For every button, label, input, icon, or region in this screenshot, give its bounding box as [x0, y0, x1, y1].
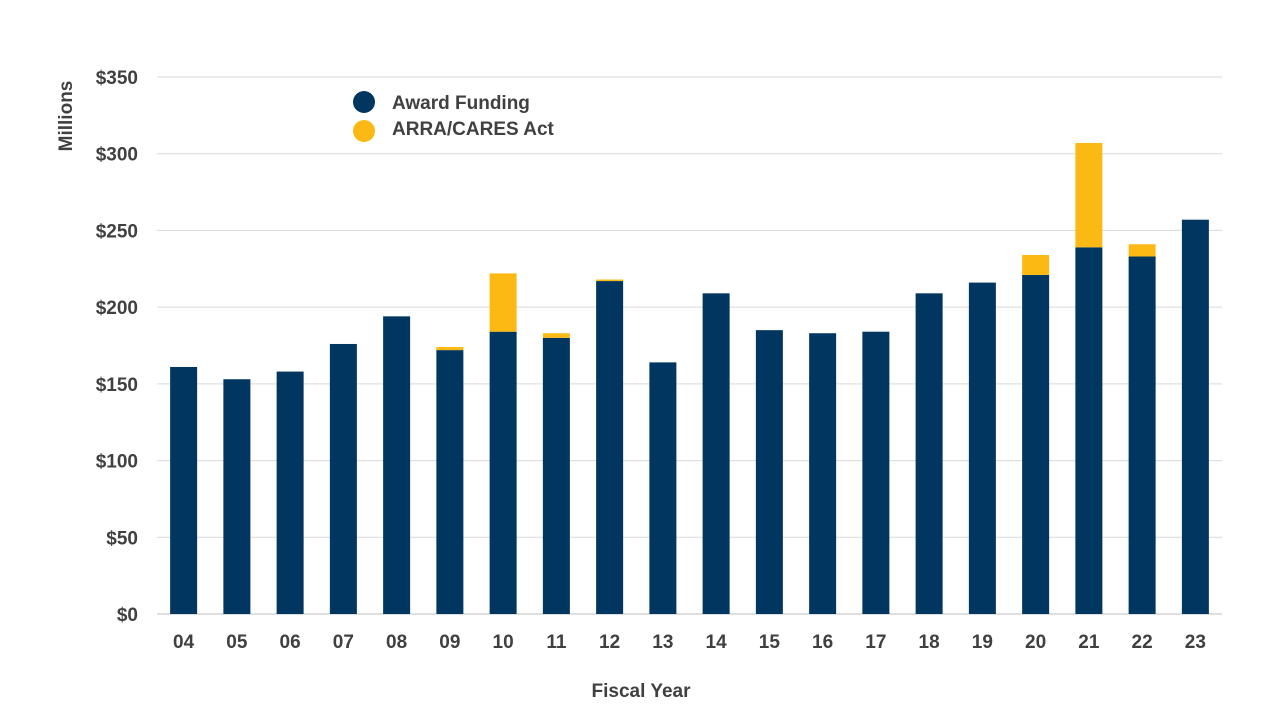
bar-award-funding — [649, 362, 677, 614]
bar-award-funding — [170, 366, 198, 614]
x-tick-label: 12 — [599, 632, 620, 653]
x-tick-label: 11 — [546, 632, 567, 653]
bar-arra-cares — [489, 273, 517, 332]
x-tick-label: 15 — [759, 632, 781, 653]
y-tick-label: $150 — [96, 375, 138, 396]
x-tick-label: 05 — [226, 632, 248, 653]
y-tick-label: $100 — [96, 452, 138, 473]
bar-award-funding — [1181, 219, 1209, 614]
x-tick-label: 04 — [173, 632, 195, 653]
bar-award-funding — [329, 343, 357, 614]
legend: Award Funding ARRA/CARES Act — [353, 91, 555, 142]
y-axis-title: Millions — [56, 81, 77, 152]
x-tick-label: 13 — [652, 632, 673, 653]
bar-arra-cares — [1022, 254, 1050, 275]
y-tick-label: $250 — [96, 221, 138, 242]
x-tick-label: 07 — [333, 632, 354, 653]
x-tick-label: 22 — [1132, 632, 1153, 653]
x-tick-label: 09 — [439, 632, 460, 653]
x-tick-label: 14 — [706, 632, 728, 653]
x-tick-label: 21 — [1078, 632, 1100, 653]
x-tick-label: 16 — [812, 632, 833, 653]
bar-award-funding — [596, 281, 624, 614]
bar-award-funding — [809, 333, 837, 614]
x-tick-label: 20 — [1025, 632, 1046, 653]
bar-award-funding — [915, 293, 943, 614]
x-axis-title: Fiscal Year — [592, 681, 692, 702]
x-tick-label: 17 — [865, 632, 886, 653]
bar-arra-cares — [1075, 142, 1103, 248]
bar-arra-cares — [1128, 244, 1156, 257]
bar-award-funding — [489, 331, 517, 614]
y-axis-ticks: $0 $50 $100 $150 $200 $250 $300 $350 — [96, 68, 138, 626]
x-tick-label: 10 — [493, 632, 514, 653]
x-tick-label: 08 — [386, 632, 407, 653]
bar-award-funding — [436, 350, 464, 614]
legend-swatch-arra-cares — [353, 120, 375, 142]
gridlines — [157, 76, 1222, 615]
bar-award-funding — [383, 316, 411, 614]
y-tick-label: $200 — [96, 298, 138, 319]
y-tick-label: $350 — [96, 68, 138, 89]
bar-arra-cares — [542, 333, 570, 338]
bar-award-funding — [702, 293, 730, 614]
bar-award-funding — [542, 337, 570, 614]
legend-swatch-award-funding — [353, 91, 375, 113]
x-axis-ticks: 04 05 06 07 08 09 10 11 12 13 14 15 16 17 18 19 20 21 22 23 — [173, 632, 1206, 653]
legend-label-arra-cares: ARRA/CARES Act — [392, 119, 555, 140]
bar-award-funding — [968, 282, 996, 614]
bars — [170, 142, 1209, 614]
bar-award-funding — [1075, 247, 1103, 614]
legend-label-award-funding: Award Funding — [392, 93, 530, 114]
x-tick-label: 06 — [280, 632, 301, 653]
bar-arra-cares — [436, 347, 464, 351]
y-tick-label: $50 — [106, 528, 138, 549]
bar-award-funding — [862, 331, 890, 614]
bar-award-funding — [1022, 274, 1050, 614]
bar-award-funding — [755, 330, 783, 614]
y-tick-label: $0 — [117, 605, 138, 626]
bar-award-funding — [276, 371, 304, 614]
bar-award-funding — [223, 379, 251, 614]
bar-arra-cares — [596, 279, 624, 282]
y-tick-label: $300 — [96, 145, 138, 166]
x-tick-label: 18 — [919, 632, 940, 653]
x-tick-label: 19 — [972, 632, 993, 653]
bar-award-funding — [1128, 256, 1156, 614]
x-tick-label: 23 — [1185, 632, 1206, 653]
